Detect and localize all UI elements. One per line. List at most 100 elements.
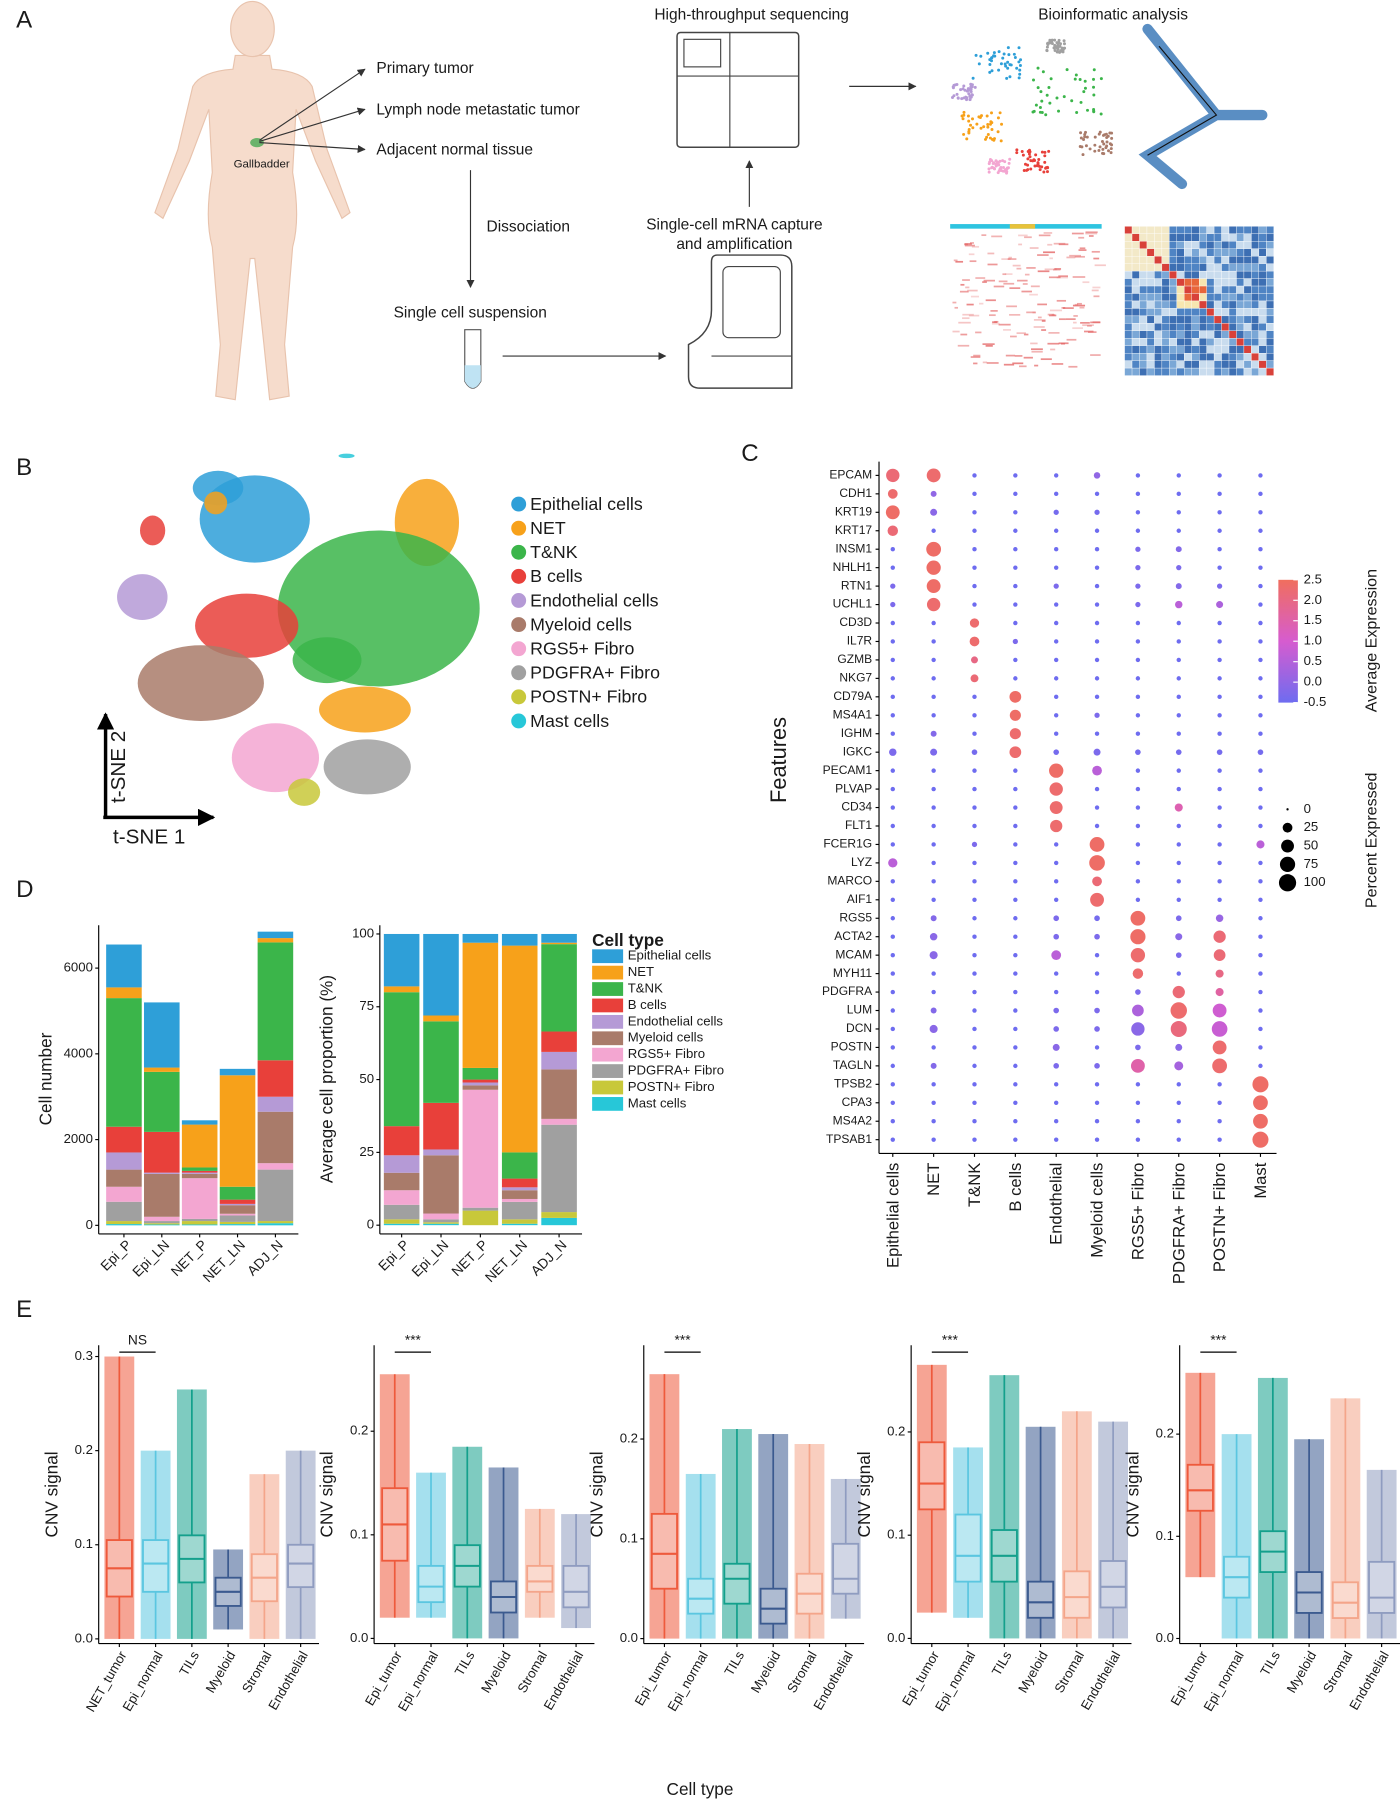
thumb-corr-cell <box>1228 330 1237 339</box>
dot <box>1053 879 1059 884</box>
dot <box>1013 565 1018 570</box>
dot <box>890 731 895 736</box>
thumb-heat-cell <box>1008 256 1012 259</box>
bar-segment <box>462 1082 499 1086</box>
thumb-corr-cell <box>1221 308 1230 317</box>
thumb-corr-cell <box>1266 345 1274 354</box>
dot <box>1253 1095 1268 1111</box>
thumb-heat-cell <box>1050 348 1056 351</box>
y-tick-label: 0.0 <box>350 1630 368 1645</box>
thumb-heat-cell <box>1058 243 1069 246</box>
thumb-dot <box>1075 110 1079 114</box>
thumb-dot <box>994 164 998 168</box>
thumb-corr-cell <box>1146 278 1155 287</box>
dot <box>931 676 936 681</box>
thumb-corr-cell <box>1213 353 1222 361</box>
y-tick-label: 0 <box>367 1217 374 1232</box>
dot <box>1094 805 1100 810</box>
thumb-heat-cell <box>1077 302 1082 305</box>
dot <box>1012 638 1018 645</box>
feature-label: NKG7 <box>839 671 872 685</box>
thumb-dot <box>970 85 974 89</box>
thumb-corr-cell <box>1161 226 1170 235</box>
dot <box>1135 565 1141 571</box>
legend-label: POSTN+ Fibro <box>530 687 647 707</box>
legend-swatch <box>592 1080 624 1095</box>
thumb-corr-cell <box>1161 285 1170 294</box>
dot <box>972 473 977 478</box>
bar-segment <box>383 992 420 1127</box>
dot <box>972 1045 977 1050</box>
box <box>1368 1560 1396 1614</box>
thumb-corr-cell <box>1243 248 1252 257</box>
thumb-corr-cell <box>1161 278 1170 287</box>
axis-title: Cell type <box>667 1779 734 1799</box>
thumb-dot <box>1062 42 1066 46</box>
thumb-corr-cell <box>1266 256 1274 264</box>
thumb-heat-cell <box>1071 232 1084 235</box>
thumb-heat-cell <box>1032 311 1037 314</box>
thumb-dot <box>992 138 996 142</box>
thumb-corr-cell <box>1184 300 1192 309</box>
bar-segment <box>106 998 142 1127</box>
thumb-corr-cell <box>1243 323 1252 331</box>
y-tick-label: 75 <box>359 998 374 1013</box>
thumb-corr-cell <box>1206 345 1215 354</box>
legend-label: Epithelial cells <box>530 494 643 514</box>
thumb-dot <box>1082 90 1086 94</box>
thumb-dot <box>971 76 975 80</box>
thumb-corr-cell <box>1176 323 1185 331</box>
y-tick-label: 0.2 <box>350 1423 368 1438</box>
thumb-corr-cell <box>1213 256 1222 264</box>
bar-segment <box>257 938 294 943</box>
thumb-dot <box>1001 165 1005 169</box>
thumb-corr-cell <box>1184 285 1192 294</box>
bar-segment <box>144 1172 180 1174</box>
thumb-corr-cell <box>1206 300 1215 309</box>
arrow <box>259 142 366 154</box>
thumb-corr-cell <box>1176 270 1185 279</box>
dot <box>1053 897 1059 903</box>
dot <box>1217 805 1222 810</box>
thumb-heat-cell <box>1056 276 1068 279</box>
y-tick-label: 6000 <box>64 960 93 975</box>
bar-segment <box>257 1221 294 1224</box>
thumb-dot <box>967 92 971 96</box>
thumb-corr-cell <box>1139 315 1148 324</box>
dot <box>1053 933 1060 940</box>
thumb-corr-cell <box>1228 278 1237 287</box>
thumb-corr-cell <box>1199 353 1207 361</box>
bar-segment <box>383 1223 420 1226</box>
thumb-corr-cell <box>1243 345 1252 354</box>
cluster <box>117 574 168 620</box>
bar-segment <box>383 1172 420 1191</box>
dot <box>890 713 895 718</box>
thumb-corr-cell <box>1146 256 1155 264</box>
thumb-corr-cell <box>1213 345 1222 354</box>
analysis-thumbnails <box>950 23 1274 376</box>
dot <box>1258 583 1263 589</box>
dot <box>1013 805 1018 810</box>
dot <box>972 879 977 884</box>
dot <box>1089 837 1105 852</box>
significance-label: *** <box>1210 1332 1227 1347</box>
thumb-dot <box>1006 46 1010 50</box>
thumb-heatmap-bar <box>1009 224 1036 229</box>
dot <box>972 1119 977 1124</box>
dot <box>1094 565 1100 570</box>
dot <box>931 528 936 533</box>
thumb-corr-cell <box>1206 293 1215 302</box>
dot <box>1217 473 1222 478</box>
dot <box>1216 583 1223 589</box>
bar-segment <box>541 944 577 1032</box>
box <box>723 1562 751 1605</box>
dot <box>1053 1119 1059 1124</box>
thumb-corr-cell <box>1176 338 1185 346</box>
thumb-dot <box>1043 154 1047 158</box>
dot <box>930 1007 937 1014</box>
bar-segment <box>219 1068 256 1076</box>
arrow <box>259 107 366 143</box>
thumb-heat-cell <box>1043 232 1053 234</box>
color-tick-label: 1.0 <box>1304 633 1322 648</box>
dot <box>1135 1100 1141 1105</box>
